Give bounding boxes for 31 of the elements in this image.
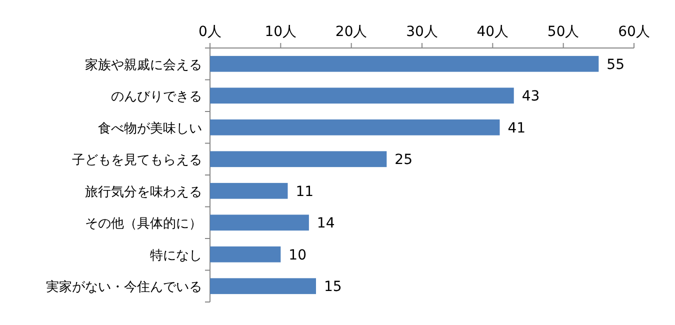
bar xyxy=(210,182,288,199)
x-tick-label: 40人 xyxy=(476,24,509,40)
data-label: 10 xyxy=(288,247,306,264)
y-tick-label: 家族や親戚に会える xyxy=(85,56,202,73)
x-tick-label: 20人 xyxy=(335,24,368,40)
x-tick-label: 0人 xyxy=(198,24,222,40)
y-tick-label: 子どもを見てもらえる xyxy=(72,153,202,168)
bar xyxy=(210,56,599,72)
bar xyxy=(210,151,387,168)
data-label: 14 xyxy=(316,216,335,232)
data-label: 55 xyxy=(606,56,624,73)
y-tick-label: 実家がない・今住んでいる xyxy=(46,279,202,296)
bar xyxy=(210,88,514,104)
bar xyxy=(210,246,281,262)
x-tick-label: 60人 xyxy=(618,24,650,40)
y-tick-label: 食べ物が美味しい xyxy=(98,120,202,136)
bar xyxy=(210,119,500,136)
y-tick-label: 特になし xyxy=(150,248,202,264)
data-label: 43 xyxy=(522,88,540,105)
data-label: 11 xyxy=(296,184,314,200)
x-tick-label: 10人 xyxy=(264,24,297,40)
data-label: 25 xyxy=(394,152,412,168)
y-tick-label: その他（具体的に） xyxy=(85,216,202,232)
bar xyxy=(210,214,309,231)
x-tick-label: 30人 xyxy=(406,24,438,40)
data-label: 41 xyxy=(508,120,526,136)
data-label: 15 xyxy=(324,279,342,296)
x-tick-label: 50人 xyxy=(547,24,580,40)
y-tick-label: 旅行気分を味わえる xyxy=(85,184,202,200)
bar xyxy=(210,278,316,294)
y-tick-label: のんびりできる xyxy=(111,90,202,105)
